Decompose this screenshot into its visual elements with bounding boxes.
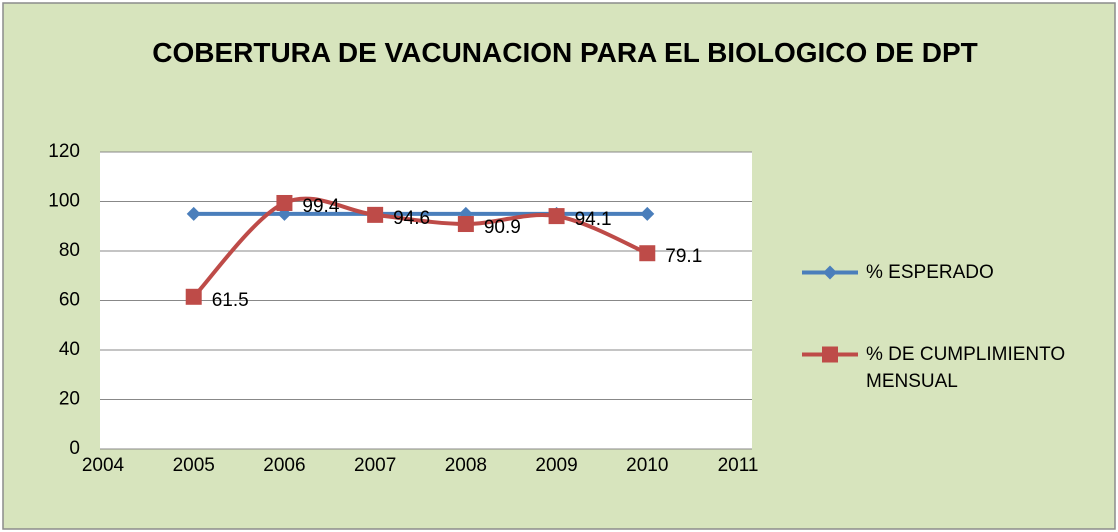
x-tick-label: 2008 — [445, 455, 487, 476]
legend-label: % DE CUMPLIMIENTO MENSUAL — [866, 344, 1066, 392]
data-label: 90.9 — [484, 217, 521, 238]
data-point — [639, 245, 656, 262]
legend-swatch — [802, 346, 858, 363]
legend-marker — [822, 346, 838, 363]
data-label: 61.5 — [212, 290, 249, 311]
x-tick-label: 2011 — [718, 455, 759, 476]
legend-label: % ESPERADO — [866, 262, 994, 283]
y-tick-label: 60 — [59, 290, 80, 311]
x-tick-label: 2009 — [535, 455, 577, 476]
y-tick-label: 40 — [59, 339, 80, 360]
data-point — [457, 216, 474, 233]
legend-marker — [823, 265, 837, 280]
legend-entry: % DE CUMPLIMIENTO MENSUAL — [800, 341, 1111, 395]
data-label: 99.4 — [302, 196, 339, 217]
data-point — [548, 208, 565, 225]
y-tick-label: 20 — [59, 389, 80, 410]
data-point — [185, 288, 202, 305]
x-tick-label: 2005 — [173, 455, 215, 476]
y-tick-label: 0 — [69, 438, 80, 459]
data-point — [276, 194, 293, 211]
legend-entry: % ESPERADO — [800, 259, 1111, 286]
data-label: 94.1 — [575, 209, 612, 230]
y-tick-label: 120 — [48, 141, 80, 162]
x-tick-label: 2007 — [354, 455, 396, 476]
data-label: 94.6 — [393, 208, 430, 229]
data-point — [640, 206, 655, 221]
legend-swatch — [802, 265, 858, 280]
y-tick-label: 80 — [59, 240, 80, 261]
y-tick-label: 100 — [48, 191, 80, 212]
x-tick-label: 2010 — [626, 455, 668, 476]
x-tick-label: 2004 — [82, 455, 125, 476]
chart-title: COBERTURA DE VACUNACION PARA EL BIOLOGIC… — [152, 37, 978, 68]
x-tick-label: 2006 — [263, 455, 305, 476]
data-point — [367, 206, 384, 223]
data-label: 79.1 — [665, 246, 702, 267]
data-point — [186, 206, 201, 221]
